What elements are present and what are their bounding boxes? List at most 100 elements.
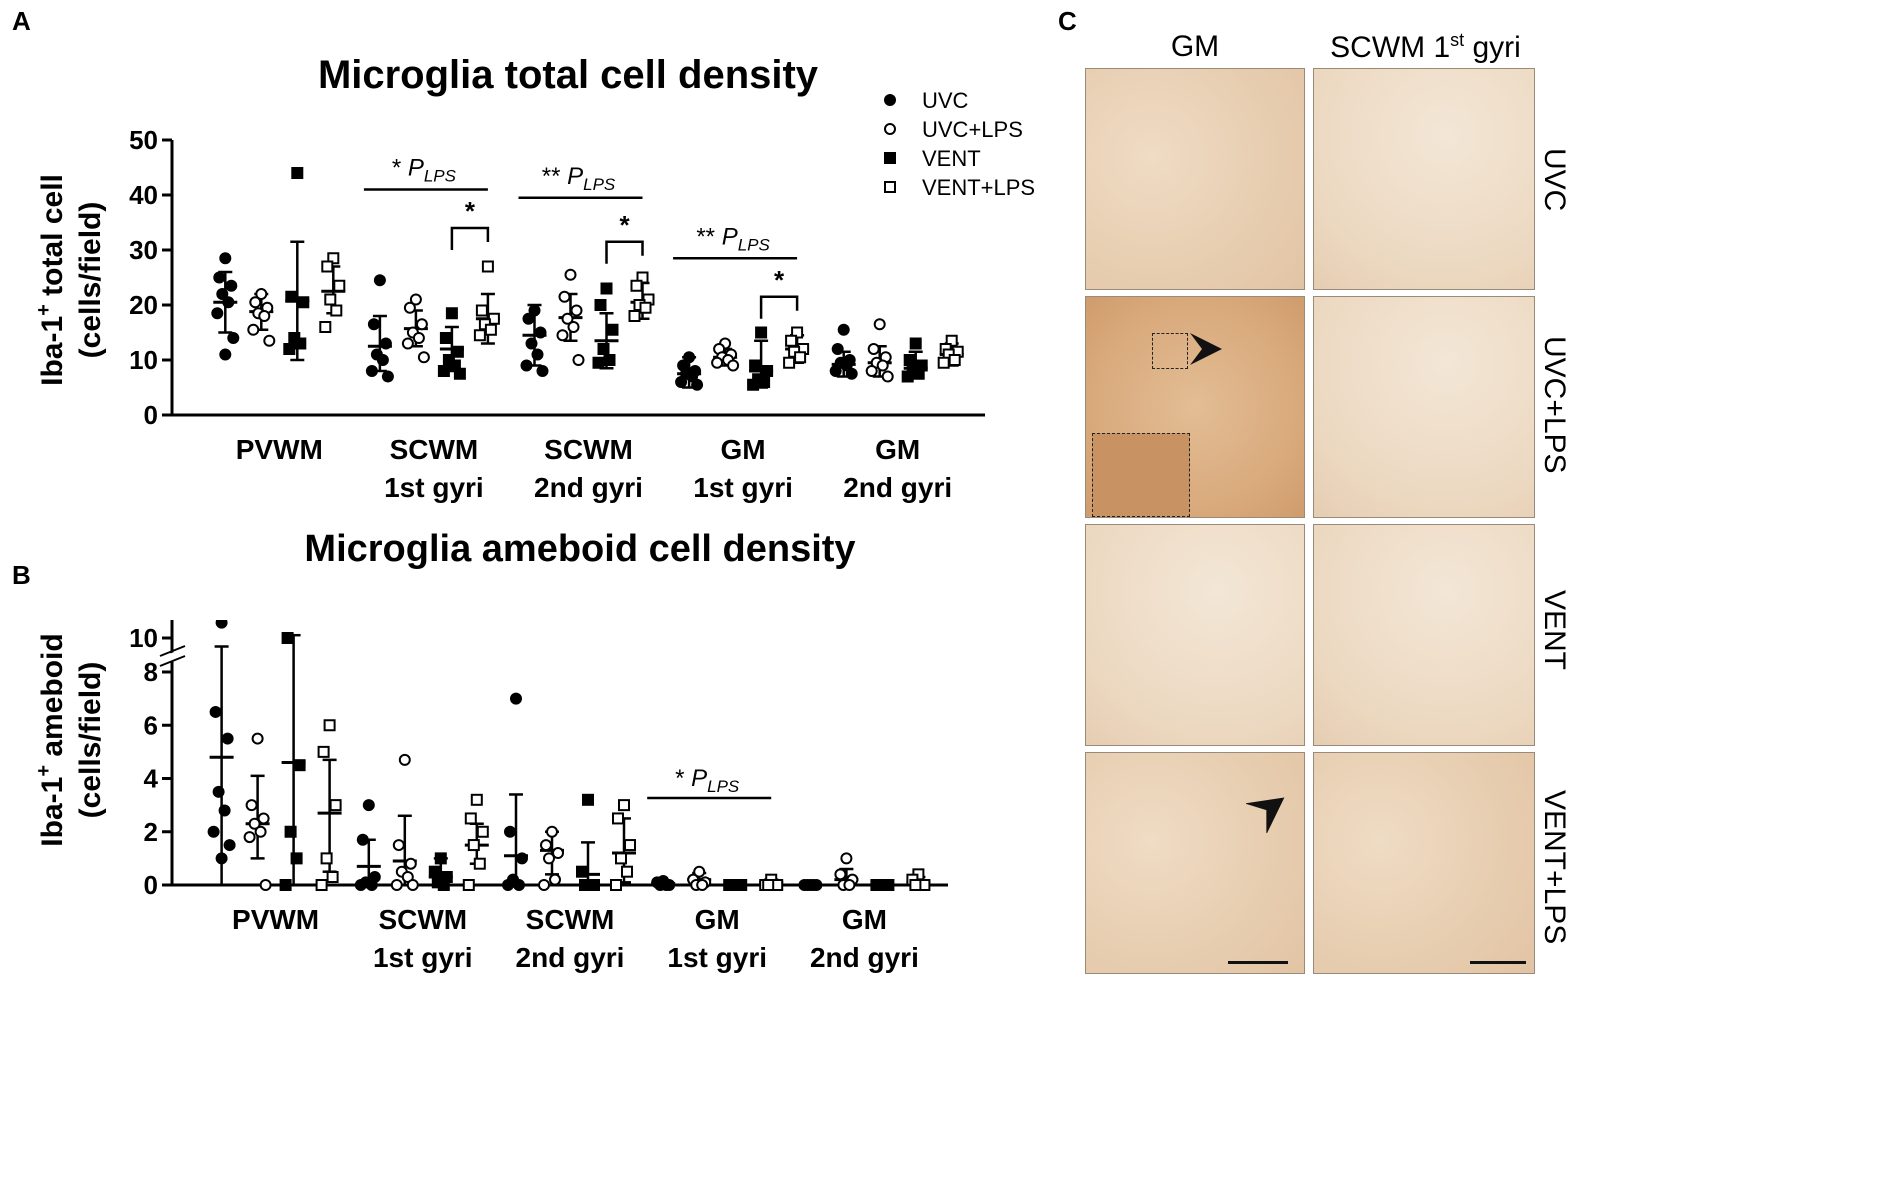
data-point — [409, 293, 422, 306]
y-axis-label-units: (cells/field) — [74, 662, 107, 819]
data-point — [612, 812, 624, 825]
data-point — [594, 299, 607, 311]
micrograph-gm-uvc-lps — [1085, 296, 1305, 518]
data-point — [572, 354, 585, 366]
data-point — [837, 323, 850, 336]
data-point — [255, 288, 268, 300]
x-category-label: SCWM — [544, 434, 633, 465]
x-category-label-line2: 1st gyri — [667, 942, 767, 973]
data-point — [549, 873, 561, 886]
significance-label: * PLPS — [675, 765, 740, 796]
data-point — [323, 719, 336, 732]
data-point — [525, 337, 538, 350]
data-point — [379, 337, 392, 350]
data-point — [283, 343, 296, 355]
data-point — [406, 879, 419, 891]
data-point — [546, 825, 558, 838]
data-point — [330, 304, 343, 317]
data-point — [564, 268, 577, 281]
legend-marker — [884, 94, 896, 106]
pairwise-bracket — [605, 240, 644, 264]
data-point — [445, 307, 458, 320]
data-point — [243, 831, 256, 844]
data-point — [294, 337, 307, 350]
data-point — [401, 337, 414, 350]
data-point — [948, 354, 961, 366]
data-point — [362, 799, 375, 812]
data-point — [333, 279, 346, 292]
data-point — [696, 879, 709, 891]
data-point — [516, 852, 528, 865]
data-point — [329, 799, 342, 812]
data-point — [901, 370, 914, 383]
data-point — [248, 817, 261, 830]
significance-p: P — [408, 155, 424, 182]
legend-marker — [884, 123, 896, 135]
data-point — [834, 868, 847, 881]
data-point — [213, 271, 226, 284]
data-point — [437, 365, 450, 377]
significance-p: P — [722, 223, 738, 250]
data-point — [257, 812, 270, 825]
data-point — [225, 279, 238, 292]
micrograph-gm-vent-lps — [1085, 752, 1305, 974]
data-point — [462, 879, 475, 891]
data-point — [540, 839, 552, 852]
data-point — [291, 167, 304, 179]
legend-marker — [884, 152, 896, 164]
data-point — [600, 282, 613, 295]
data-point — [732, 879, 745, 891]
data-point — [762, 879, 775, 891]
data-point — [365, 365, 378, 377]
legend-marker — [884, 181, 896, 193]
y-axis-label-sup: + — [33, 304, 55, 316]
data-point — [912, 367, 925, 380]
data-point — [392, 839, 405, 852]
data-point — [556, 329, 569, 342]
data-point — [218, 804, 231, 817]
data-point — [326, 871, 339, 884]
data-point — [484, 323, 497, 336]
micrograph-row-uvc-lps: UVC+LPS — [1538, 336, 1571, 474]
data-point — [417, 351, 430, 364]
chart-b-title: Microglia ameboid cell density — [304, 528, 856, 570]
data-point — [624, 839, 636, 852]
y-axis-label: Iba-1+ ameboid — [33, 633, 69, 846]
significance-stars: ** — [542, 163, 567, 190]
y-axis-label-main: Iba-1 — [36, 316, 69, 386]
micrograph-col-gm: GM — [1170, 30, 1220, 63]
data-point — [365, 879, 378, 891]
x-category-label-line2: 2nd gyri — [534, 472, 643, 503]
data-point — [216, 288, 229, 300]
data-point — [603, 354, 616, 366]
data-point — [618, 799, 630, 812]
data-point — [207, 825, 220, 838]
y-tick-label: 2 — [144, 817, 158, 847]
data-point — [552, 847, 564, 860]
arrowhead-icon — [1246, 797, 1285, 833]
data-point — [259, 879, 272, 891]
data-point — [879, 879, 892, 891]
y-axis-label-rest: ameboid — [36, 633, 69, 765]
data-point — [538, 879, 550, 891]
data-point — [473, 857, 486, 870]
data-point — [245, 799, 258, 812]
chart-total-cell-density: Microglia total cell density 0 10 20 30 40 50 I… — [33, 53, 1035, 503]
data-point — [434, 852, 447, 865]
data-point — [439, 332, 452, 344]
pairwise-star: * — [465, 196, 476, 226]
data-point — [747, 378, 760, 391]
data-point — [621, 865, 633, 878]
x-category-label: PVWM — [236, 434, 323, 465]
x-category-label: GM — [721, 434, 766, 465]
legend-label: VENT — [922, 146, 981, 171]
significance-label: ** PLPS — [696, 223, 770, 254]
micrograph-scwm-vent — [1313, 524, 1535, 746]
scale-bar — [1228, 961, 1288, 964]
data-point — [437, 879, 450, 891]
pairwise-bracket — [759, 295, 799, 319]
y-tick-label: 50 — [129, 125, 158, 155]
data-point — [903, 354, 916, 366]
axis-break-mark — [159, 655, 186, 667]
data-point — [843, 879, 856, 891]
